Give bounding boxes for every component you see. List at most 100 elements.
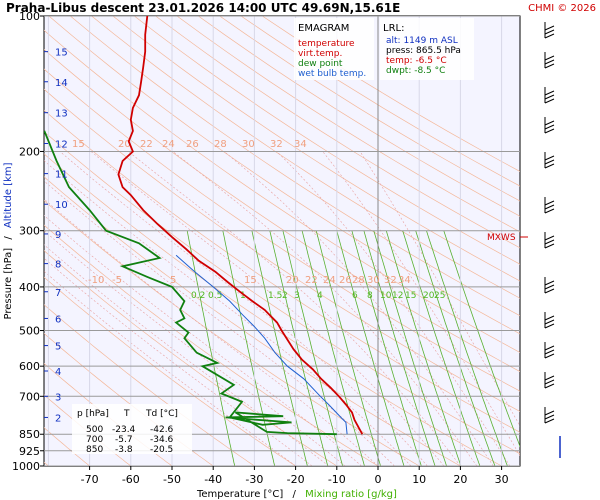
barb-flag (544, 345, 555, 351)
mixing-ratio-line (426, 230, 508, 466)
table-row-p: 500 (86, 425, 103, 435)
mixing-ratio-line (351, 230, 422, 466)
mixing-ratio-label: 20 (423, 291, 435, 301)
dry-adiabat (198, 16, 520, 217)
barb-flag (544, 319, 555, 325)
table-header-td: Td [°C] (145, 409, 178, 419)
temperature-tick-label: -40 (204, 473, 222, 486)
barb-flag (544, 163, 555, 169)
mixing-ratio-label: 8 (367, 291, 373, 301)
mixing-ratio-line (315, 230, 381, 466)
pressure-tick-label: 400 (19, 281, 40, 294)
barb-flag (544, 94, 555, 100)
theta-label: 34 (294, 139, 307, 150)
pressure-tick-label: 600 (19, 360, 40, 373)
theta-label: 30 (367, 275, 380, 286)
lrl-altitude: alt: 1149 m ASL (386, 36, 458, 46)
mixing-ratio-line (186, 230, 236, 466)
dry-adiabat (44, 29, 520, 353)
altitude-tick-label: 4 (55, 367, 61, 378)
barb-flag (544, 159, 555, 165)
wind-barb (544, 372, 555, 389)
barb-flag (544, 55, 555, 61)
dry-adiabat (48, 16, 520, 335)
altitude-ticks: 2 3 4 5 6 7 8 9 10 11 12 13 14 15 (44, 48, 68, 424)
mixing-ratio-line (222, 230, 276, 466)
lrl-temperature: temp: -6.5 °C (386, 56, 447, 66)
mixing-ratio-label: 15 (405, 291, 416, 301)
wind-barb (544, 87, 555, 104)
summary-table: p [hPa] T Td [°C] 500 -23.4 -42.6 700 -5… (72, 404, 192, 455)
mixing-ratio-label: 10 (380, 291, 392, 301)
mixing-ratio-line (251, 230, 308, 466)
barb-flag (544, 383, 555, 389)
profile-series (44, 16, 364, 436)
pressure-tick-label: 925 (19, 445, 40, 458)
pressure-tick-label: 100 (19, 10, 40, 23)
mixing-ratio-label: 1.5 (268, 291, 282, 301)
wet-bulb-temp-line (175, 254, 348, 435)
table-row-td: -34.6 (150, 435, 174, 445)
dry-adiabat (44, 88, 520, 412)
wind-barb (544, 52, 555, 69)
pressure-tick-label: 850 (19, 428, 40, 441)
mixing-ratio-line (443, 230, 520, 448)
table-row-p: 850 (86, 445, 103, 455)
mixing-ratio-label: 4 (317, 291, 323, 301)
moist-adiabat (44, 244, 329, 466)
theta-label: 28 (352, 275, 365, 286)
theta-label: 30 (242, 139, 255, 150)
table-row-td: -20.5 (150, 445, 173, 455)
theta-label: 24 (162, 139, 175, 150)
dry-adiabat (219, 16, 520, 202)
wind-barb (544, 232, 555, 249)
theta-label: 26 (339, 275, 352, 286)
plot-area (43, 15, 521, 467)
pressure-ticks: 100 200 300 400 500 600 700 850 925 1000 (12, 10, 44, 473)
barb-flag (544, 200, 555, 206)
pressure-tick-label: 300 (19, 225, 40, 238)
barb-flag (544, 120, 555, 126)
y-axis-label: Pressure [hPa] / Altitude [km] (3, 162, 14, 319)
temperature-tick-label: 0 (375, 473, 382, 486)
wind-barb (544, 22, 555, 39)
legend: EMAGRAM temperature virt.temp. dew point… (294, 18, 374, 80)
wind-barb (544, 117, 555, 134)
barb-flag (544, 280, 555, 286)
barb-flag (544, 243, 555, 249)
temperature-ticks: -70 -60 -50 -40 -30 -20 -10 0 10 20 30 (81, 466, 509, 486)
barb-flag (544, 59, 555, 65)
mixing-ratio-line (385, 230, 462, 466)
dry-adiabat (44, 68, 520, 392)
lrl-dewpoint: dwpt: -8.5 °C (386, 66, 445, 76)
barb-flag (544, 418, 555, 424)
dew-point-line (44, 130, 337, 436)
dry-adiabat (155, 16, 520, 249)
barb-flag (544, 288, 555, 294)
wind-barb (544, 152, 555, 169)
theta-label: 15 (72, 139, 85, 150)
barb-flag (544, 29, 555, 35)
chart-title: Praha-Libus descent 23.01.2026 14:00 UTC… (6, 1, 400, 15)
barb-flag (544, 375, 555, 381)
y-axis-altitude-label: Altitude [km] (3, 162, 14, 228)
copyright: CHMI © 2026 (528, 3, 596, 14)
x-axis-sep: / (293, 489, 297, 500)
wind-barb (544, 277, 555, 294)
x-axis-mixing-label: Mixing ratio [g/kg] (305, 489, 397, 500)
mixing-ratio-line (363, 230, 436, 466)
altitude-tick-label: 9 (55, 230, 61, 241)
mixing-ratio-label: 0.2 (191, 291, 205, 301)
theta-label: -10 (88, 275, 104, 286)
barb-flag (544, 208, 555, 214)
temperature-line (117, 16, 364, 435)
altitude-tick-label: 2 (55, 413, 61, 424)
altitude-tick-label: 10 (55, 200, 68, 211)
mixing-ratio-label: 2 (282, 291, 288, 301)
lrl-pressure: press: 865.5 hPa (386, 46, 461, 56)
theta-label: -5 (112, 275, 122, 286)
table-row-t: -5.7 (115, 435, 133, 445)
theta-labels: 15 20 22 24 26 28 30 32 34-10 -5 5 15 20 22 24 26 28 30 32… (72, 139, 411, 286)
mixing-ratio-labels: 0.2 0.5 1 1.5 2 3 4 6 8 10 12 15 20 25 (191, 291, 445, 301)
moist-adiabat (90, 151, 445, 466)
